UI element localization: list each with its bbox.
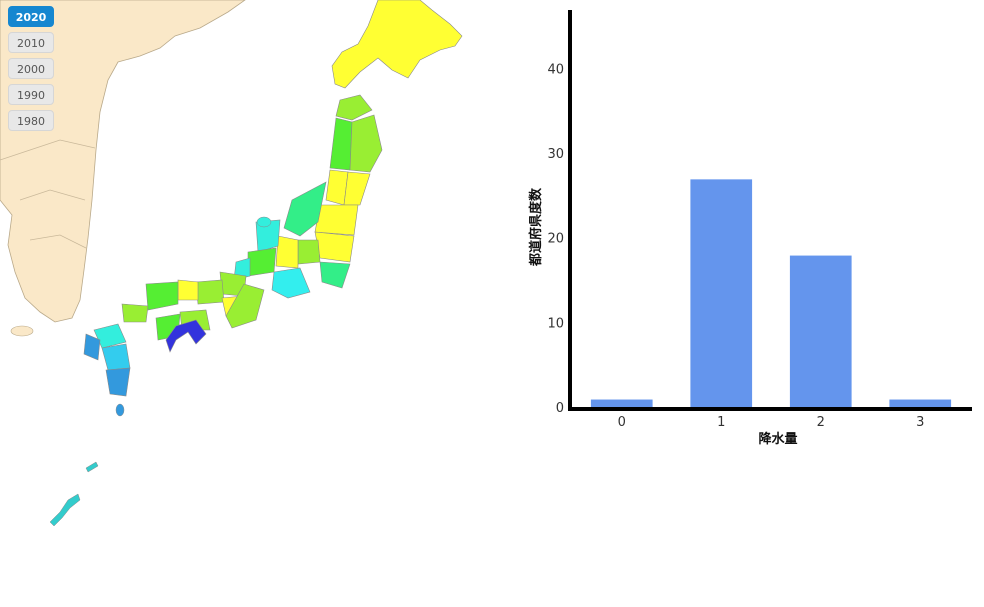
kagoshima-miyazaki[interactable] <box>105 367 131 397</box>
amami-islands[interactable] <box>85 461 99 473</box>
year-button-1980[interactable]: 1980 <box>8 110 54 131</box>
shimane-hiroshima[interactable] <box>145 281 179 311</box>
sado-island[interactable] <box>256 216 272 228</box>
bar-0[interactable] <box>590 399 653 408</box>
yamaguchi[interactable] <box>121 303 149 323</box>
aomori[interactable] <box>335 94 373 121</box>
hyogo[interactable] <box>195 279 225 305</box>
tochigi-ibaraki[interactable] <box>314 231 355 263</box>
niigata[interactable] <box>283 181 327 237</box>
x-tick-label: 3 <box>916 415 924 430</box>
tottori-okayama[interactable] <box>177 279 199 301</box>
y-tick-label: 10 <box>547 316 564 331</box>
year-selector: 2020 2010 2000 1990 1980 <box>8 6 54 131</box>
year-button-2020[interactable]: 2020 <box>8 6 54 27</box>
nagasaki[interactable] <box>83 333 101 361</box>
bar-1[interactable] <box>690 179 753 408</box>
akita[interactable] <box>329 117 353 171</box>
bar-2[interactable] <box>789 255 852 408</box>
chiba-tokyo[interactable] <box>319 261 351 289</box>
bar-3[interactable] <box>889 399 952 408</box>
y-tick-labels: 0 10 20 30 40 <box>547 62 564 416</box>
okinawa-islands[interactable] <box>49 493 81 527</box>
kochi[interactable] <box>165 319 207 353</box>
mie-wakayama[interactable] <box>225 283 265 329</box>
iwate[interactable] <box>349 114 383 173</box>
oita-kumamoto[interactable] <box>101 343 131 371</box>
gifu[interactable] <box>247 247 277 277</box>
year-button-1990[interactable]: 1990 <box>8 84 54 105</box>
toyama-ishikawa[interactable] <box>255 219 281 253</box>
y-tick-label: 0 <box>556 401 564 416</box>
prefecture-choropleth-map[interactable]: 2020 2010 2000 1990 1980 <box>0 0 500 607</box>
fukushima[interactable] <box>314 204 359 236</box>
x-tick-label: 0 <box>618 415 626 430</box>
korea-border <box>0 139 96 249</box>
nagano[interactable] <box>275 235 299 269</box>
jeju-island <box>10 325 34 337</box>
map-canvas[interactable] <box>0 0 500 607</box>
y-axis-title: 都道府県度数 <box>528 187 544 267</box>
x-tick-label: 1 <box>717 415 725 430</box>
gunma-saitama[interactable] <box>297 239 321 265</box>
mainland-asia <box>0 0 246 323</box>
x-tick-label: 2 <box>817 415 825 430</box>
shizuoka-aichi[interactable] <box>271 267 311 299</box>
year-button-2010[interactable]: 2010 <box>8 32 54 53</box>
y-tick-label: 20 <box>547 232 564 247</box>
x-axis-title: 降水量 <box>758 431 797 447</box>
y-tick-label: 30 <box>547 147 564 162</box>
precipitation-histogram: 0 10 20 30 40 0 1 2 3 降水量 都道府県度数 <box>528 10 972 447</box>
tanegashima[interactable] <box>115 403 125 417</box>
miyagi[interactable] <box>343 171 371 206</box>
x-tick-labels: 0 1 2 3 <box>618 415 925 430</box>
bar-group <box>590 179 952 408</box>
y-tick-label: 40 <box>547 62 564 77</box>
hokkaido[interactable] <box>331 0 463 89</box>
year-button-2000[interactable]: 2000 <box>8 58 54 79</box>
